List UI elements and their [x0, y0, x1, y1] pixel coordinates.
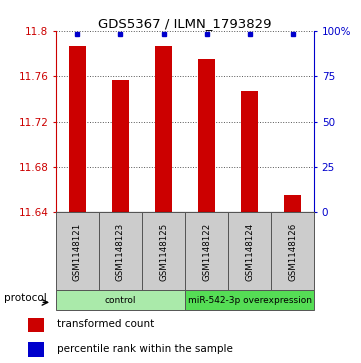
- Bar: [99, 212, 142, 290]
- Bar: [185, 290, 314, 310]
- Title: GDS5367 / ILMN_1793829: GDS5367 / ILMN_1793829: [98, 17, 272, 30]
- Bar: [28, 342, 44, 356]
- Bar: [155, 46, 172, 212]
- Text: transformed count: transformed count: [57, 319, 154, 330]
- Text: GSM1148125: GSM1148125: [159, 222, 168, 281]
- Text: protocol: protocol: [4, 293, 47, 303]
- Text: GSM1148122: GSM1148122: [202, 222, 211, 281]
- Text: GSM1148123: GSM1148123: [116, 222, 125, 281]
- Bar: [198, 59, 215, 212]
- Bar: [69, 46, 86, 212]
- Text: percentile rank within the sample: percentile rank within the sample: [57, 344, 233, 354]
- Bar: [56, 290, 185, 310]
- Text: miR-542-3p overexpression: miR-542-3p overexpression: [188, 296, 312, 305]
- Bar: [142, 212, 185, 290]
- Bar: [284, 195, 301, 212]
- Bar: [28, 318, 44, 332]
- Text: GSM1148121: GSM1148121: [73, 222, 82, 281]
- Text: GSM1148126: GSM1148126: [288, 222, 297, 281]
- Bar: [112, 79, 129, 212]
- Text: control: control: [105, 296, 136, 305]
- Bar: [241, 91, 258, 212]
- Bar: [228, 212, 271, 290]
- Text: GSM1148124: GSM1148124: [245, 222, 254, 281]
- Bar: [185, 212, 228, 290]
- Bar: [271, 212, 314, 290]
- Bar: [56, 212, 99, 290]
